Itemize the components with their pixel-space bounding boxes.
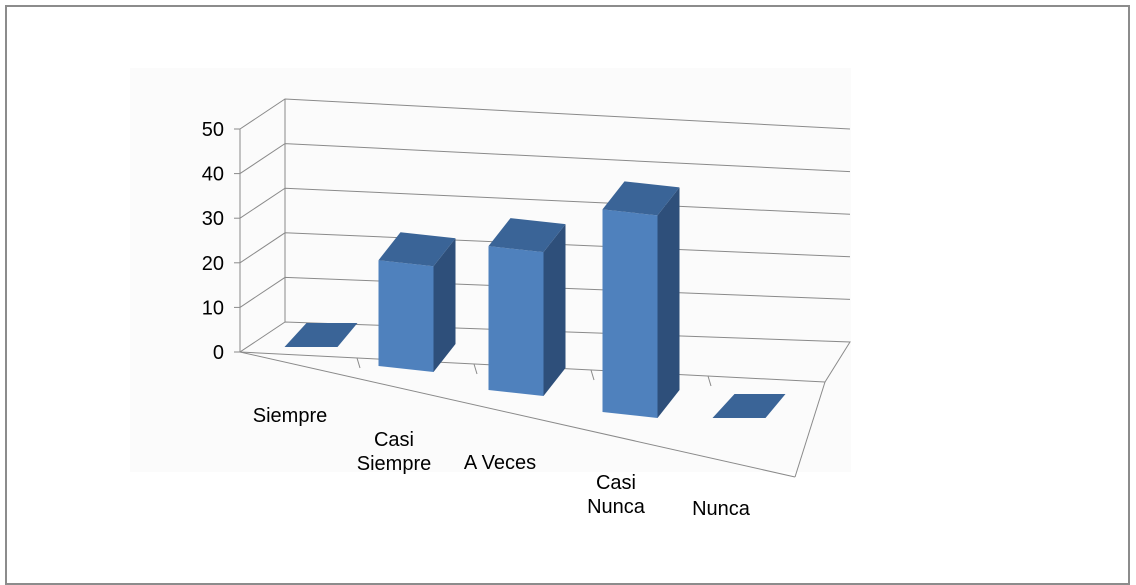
bar-top-face [602, 181, 680, 216]
x-category-label: Siempre [253, 405, 327, 427]
bar-casi-nunca [602, 181, 680, 418]
y-tick-label-0: 0 [213, 342, 224, 364]
y-tick-label-50: 50 [202, 119, 224, 141]
bar-top-face [488, 218, 566, 253]
x-axis [239, 351, 826, 478]
bar-casi-siempre [378, 232, 456, 372]
x-category-label: A Veces [464, 452, 536, 474]
bar-front-face [602, 209, 658, 418]
bar-nunca [712, 394, 786, 418]
chart-labels: Siempre Casi Siempre A Veces Casi Nunca Nunca [253, 405, 751, 520]
y-tick-label-30: 30 [202, 208, 224, 230]
bar-top-face [378, 232, 456, 267]
y-tick-label-10: 10 [202, 297, 224, 319]
x-axis-front-line [239, 351, 796, 478]
bar-side-face [543, 224, 566, 396]
y-axis-ticks: 0 10 20 30 40 50 [202, 119, 241, 364]
bar-top-face [284, 323, 358, 347]
y-tick-label-20: 20 [202, 253, 224, 275]
y-tick-label-40: 40 [202, 164, 224, 186]
x-tick-mark [356, 357, 361, 369]
x-category-label: Casi Nunca [587, 472, 646, 518]
chart-bars [284, 181, 786, 418]
x-category-label: Casi Siempre [357, 429, 431, 475]
bar-top-face [712, 394, 786, 418]
bar-a-veces [488, 218, 566, 396]
bar-side-face [657, 187, 680, 418]
x-category-label: Nunca [692, 498, 751, 520]
bar-front-face [488, 246, 544, 396]
x-tick-mark [590, 369, 595, 381]
floor-right-edge [794, 381, 826, 478]
bar-front-face [378, 260, 434, 372]
x-tick-mark [707, 375, 712, 387]
bar-siempre [284, 323, 358, 347]
x-tick-mark [473, 363, 478, 375]
bar-side-face [433, 238, 456, 372]
